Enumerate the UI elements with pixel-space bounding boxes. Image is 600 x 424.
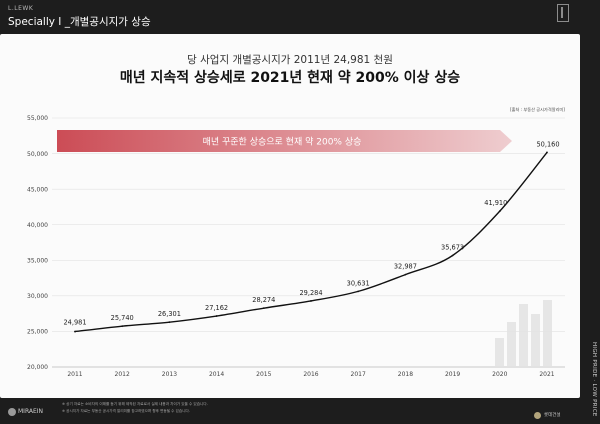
x-tick-label: 2016	[303, 371, 318, 378]
line-chart: 20,000 25,000 30,000 35,000 40,000 45,000 50,0…	[27, 115, 565, 378]
x-tick-label: 2021	[539, 371, 554, 378]
data-label: 26,301	[158, 310, 181, 318]
decor-bar	[495, 338, 504, 366]
footer-note-1: ※ 상기 자료는 소비자의 이해를 돕기 위해 제작된 자료로서 실제 내용과 …	[62, 402, 208, 406]
footer-logo-text: MIRAEIN	[18, 408, 44, 415]
data-point	[215, 315, 218, 317]
brand-name: L.LEWK	[8, 5, 34, 12]
footer-note-2: ※ 공시지가 자료는 부동산 공시가격 알리미를 참고하였으며 향후 변동될 수…	[62, 409, 190, 413]
sidebar-vertical-text: HIGH PRIDE · LOW PRICE	[591, 342, 597, 417]
data-label: 32,987	[394, 263, 417, 271]
data-label: 41,910	[484, 199, 507, 207]
data-point	[546, 151, 548, 154]
series-line	[74, 151, 548, 333]
data-point	[451, 254, 454, 257]
page-title: Specially Ⅰ _개별공시지가 상승	[8, 16, 151, 28]
banner-arrow	[57, 130, 512, 152]
footer-logo-icon	[8, 408, 16, 416]
y-tick-label: 30,000	[27, 293, 48, 300]
data-label: 25,740	[111, 314, 134, 322]
x-tick-label: 2020	[492, 371, 507, 378]
data-point	[121, 325, 124, 328]
banner-text: 매년 꾸준한 상승으로 현재 약 200% 상승	[203, 136, 362, 148]
company-name: 롯데건설	[544, 413, 561, 418]
decor-bar	[519, 304, 528, 366]
data-label: 28,274	[252, 296, 275, 304]
data-label: 24,981	[63, 319, 86, 327]
y-tick-label: 45,000	[27, 186, 48, 193]
y-tick-label: 50,000	[27, 151, 48, 158]
x-tick-label: 2014	[209, 371, 224, 378]
chart-subtitle: 당 사업지 개별공시지가 2011년 24,981 천원	[187, 54, 393, 66]
data-label: 27,162	[205, 304, 228, 312]
y-tick-label: 55,000	[27, 115, 48, 122]
data-label: 29,284	[299, 289, 322, 297]
data-label: 35,673	[441, 243, 464, 251]
x-tick-label: 2011	[67, 371, 82, 378]
footer-bar	[0, 398, 580, 424]
data-point	[74, 330, 76, 333]
data-point	[168, 321, 171, 324]
data-point	[262, 307, 265, 310]
x-tick-label: 2018	[398, 371, 413, 378]
y-tick-label: 25,000	[27, 329, 48, 336]
content-panel	[0, 34, 580, 398]
company-badge-icon	[534, 412, 541, 419]
data-point	[404, 273, 407, 276]
chart-source: [출처 : 부동산 공시가격알리미]	[510, 107, 565, 112]
x-tick-label: 2012	[115, 371, 130, 378]
y-tick-label: 35,000	[27, 257, 48, 264]
data-point	[357, 290, 360, 293]
y-tick-label: 20,000	[27, 364, 48, 371]
decor-bar	[531, 314, 540, 366]
data-point	[498, 210, 501, 213]
y-tick-label: 40,000	[27, 222, 48, 229]
sidebar	[580, 0, 600, 424]
x-tick-label: 2019	[445, 371, 460, 378]
brand-logo-icon	[557, 4, 569, 22]
chart-title: 매년 지속적 상승세로 2021년 현재 약 200% 이상 상승	[119, 70, 461, 86]
data-label: 30,631	[347, 279, 370, 287]
header-bar	[0, 0, 580, 34]
data-label: 50,160	[536, 140, 559, 148]
decor-bar	[543, 300, 552, 366]
x-tick-label: 2015	[256, 371, 271, 378]
decor-bar	[507, 322, 516, 366]
x-tick-label: 2017	[351, 371, 366, 378]
x-tick-label: 2013	[162, 371, 177, 378]
data-point	[310, 300, 312, 302]
